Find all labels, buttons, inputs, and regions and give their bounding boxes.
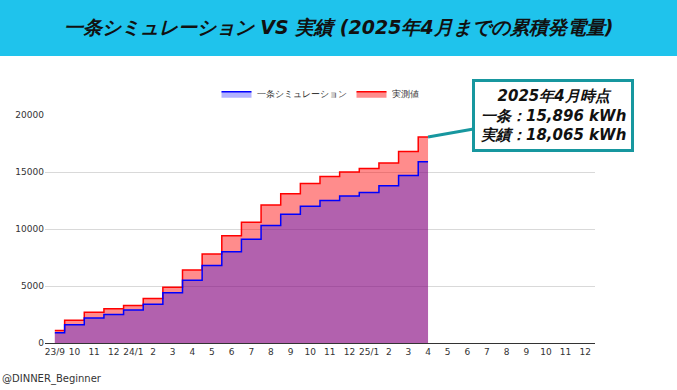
svg-text:5: 5: [445, 347, 451, 357]
svg-text:6: 6: [229, 347, 235, 357]
svg-text:24/1: 24/1: [123, 347, 143, 357]
svg-text:6: 6: [464, 347, 470, 357]
svg-text:@DINNER_Beginner: @DINNER_Beginner: [2, 373, 102, 385]
svg-text:15000: 15000: [15, 167, 44, 177]
svg-text:一条シミュレーション: 一条シミュレーション: [257, 89, 347, 99]
svg-text:8: 8: [504, 347, 510, 357]
svg-text:9: 9: [523, 347, 529, 357]
svg-text:5: 5: [209, 347, 215, 357]
svg-text:3: 3: [406, 347, 412, 357]
svg-text:2: 2: [386, 347, 392, 357]
svg-text:4: 4: [425, 347, 431, 357]
svg-text:5000: 5000: [21, 281, 44, 291]
svg-text:9: 9: [288, 347, 294, 357]
svg-text:実測値: 実測値: [392, 89, 419, 99]
html-text:一条シミュレーション VS 実績 (2025年4月までの累積: 一条シミュレーション VS 実績 (2025年4月までの累積発電量): [63, 16, 614, 38]
svg-text:2: 2: [150, 347, 156, 357]
svg-text:12: 12: [344, 347, 355, 357]
svg-text:11: 11: [324, 347, 335, 357]
svg-text:10: 10: [69, 347, 81, 357]
svg-text:10000: 10000: [15, 224, 44, 234]
svg-text:20000: 20000: [15, 110, 44, 120]
svg-text:2025年4月時点一条：15,896 kWh実績：18,06: 2025年4月時点一条：15,896 kWh実績：18,065 kWh: [480, 87, 626, 144]
svg-text:23/9: 23/9: [45, 347, 65, 357]
svg-text:12: 12: [579, 347, 590, 357]
svg-text:0: 0: [38, 338, 44, 348]
svg-text:10: 10: [304, 347, 316, 357]
svg-text:8: 8: [268, 347, 274, 357]
svg-text:11: 11: [560, 347, 571, 357]
svg-text:10: 10: [540, 347, 552, 357]
svg-text:7: 7: [248, 347, 254, 357]
svg-text:3: 3: [170, 347, 176, 357]
svg-text:4: 4: [189, 347, 195, 357]
svg-text:11: 11: [88, 347, 99, 357]
svg-text:7: 7: [484, 347, 490, 357]
svg-text:12: 12: [108, 347, 119, 357]
svg-text:25/1: 25/1: [359, 347, 379, 357]
